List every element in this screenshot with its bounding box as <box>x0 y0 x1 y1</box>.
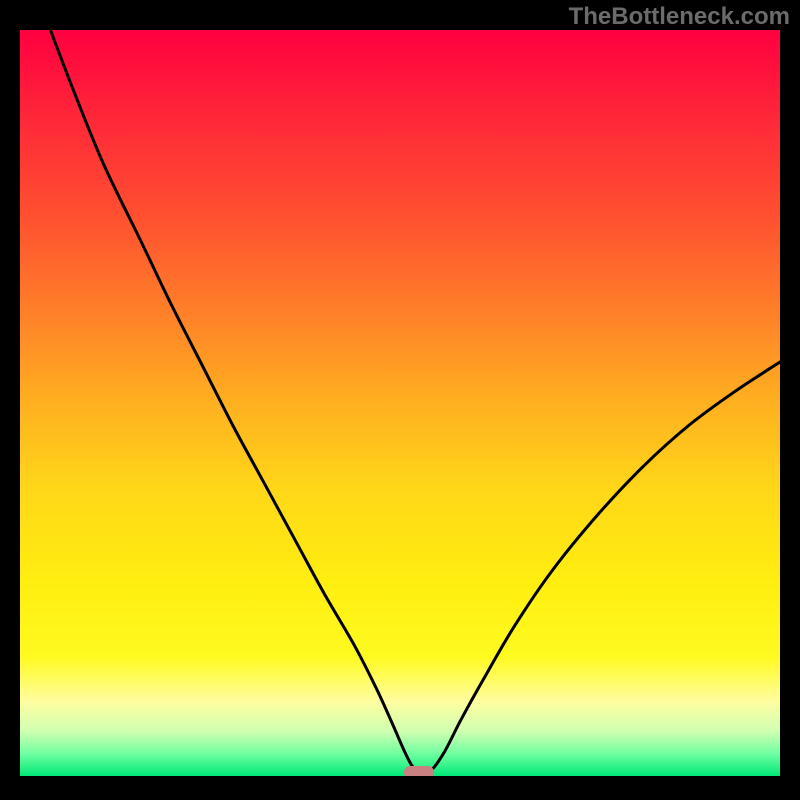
watermark-text: TheBottleneck.com <box>569 3 790 31</box>
plot-area <box>20 30 780 776</box>
bottleneck-curve <box>50 30 780 773</box>
bottleneck-marker <box>404 766 434 776</box>
curve-overlay <box>20 30 780 776</box>
chart-container: TheBottleneck.com <box>0 0 800 800</box>
